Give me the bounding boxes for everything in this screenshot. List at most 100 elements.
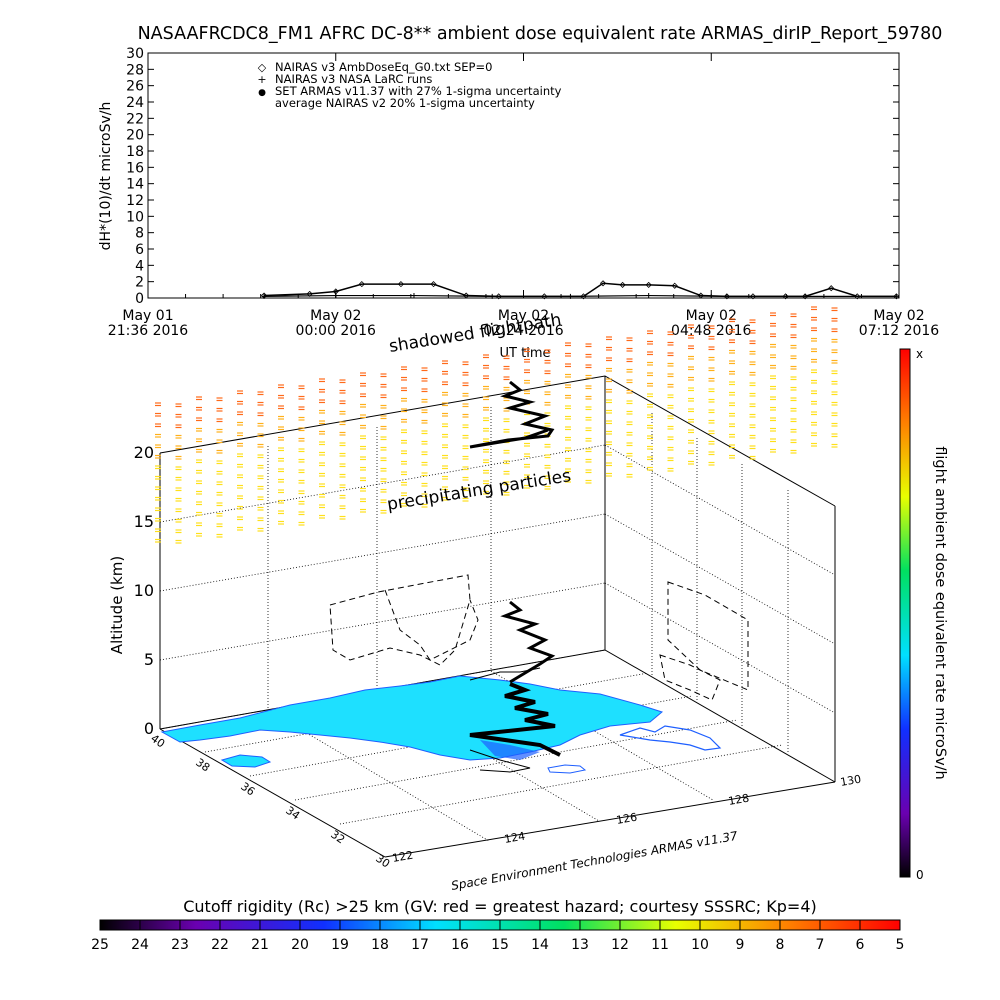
altitude-tick-label: 15 xyxy=(134,512,154,531)
top-x-tick-label-time: 02:24 2016 xyxy=(483,323,564,339)
series-larc-point xyxy=(646,293,652,299)
coast-south xyxy=(480,740,540,760)
top-x-tick-label-date: May 01 xyxy=(122,308,173,324)
top-legend: ◇ NAIRAS v3 AmbDoseEq_G0.txt SEP=0 + NAIRAS… xyxy=(257,60,561,110)
altitude-tick-label: 20 xyxy=(134,443,154,462)
longitude-tick-label: 126 xyxy=(615,811,638,827)
flight-path-mid xyxy=(500,600,556,684)
top-x-tick-label-date: May 02 xyxy=(498,308,549,324)
japan-land xyxy=(160,675,664,761)
bottom-colorbar-tick-label: 19 xyxy=(331,937,349,953)
longitude-tick-label: 124 xyxy=(503,830,526,846)
bottom-colorbar-tick-label: 11 xyxy=(651,937,669,953)
series-nairas-sep0-point xyxy=(802,293,809,300)
three-d-y-axis-label: Altitude (km) xyxy=(108,556,126,654)
top-y-tick-label: 4 xyxy=(135,258,144,274)
series-larc-point xyxy=(802,293,808,299)
legend-symbol: ● xyxy=(258,88,266,98)
longitude-ticks: 122 124 126 128 130 xyxy=(391,773,862,865)
bottom-colorbar-title: Cutoff rigidity (Rc) >25 km (GV: red = g… xyxy=(183,897,817,916)
legend-label: SET ARMAS v11.37 with 27% 1-sigma uncert… xyxy=(275,84,562,98)
bottom-colorbar-tick-label: 16 xyxy=(451,937,469,953)
series-nairas-sep0-point xyxy=(495,293,502,300)
bottom-colorbar-tick-label: 5 xyxy=(896,937,905,953)
longitude-tick-label: 122 xyxy=(391,849,414,865)
top-y-tick-label: 2 xyxy=(135,275,144,291)
latitude-tick-label: 30 xyxy=(373,852,392,871)
island-south xyxy=(547,764,587,774)
series-nairas-sep0-point xyxy=(697,292,704,299)
island-west xyxy=(220,754,272,768)
bottom-colorbar-tick-label: 18 xyxy=(371,937,389,953)
top-x-axis-label: UT time xyxy=(500,346,551,361)
series-larc-point xyxy=(333,293,339,299)
top-y-tick-label: 20 xyxy=(126,128,144,144)
bottom-colorbar-tick-label: 23 xyxy=(171,937,189,953)
top-y-tick-label: 12 xyxy=(126,193,144,209)
legend-label: average NAIRAS v2 20% 1-sigma uncertaint… xyxy=(275,96,535,110)
right-colorbar-bottom-label: 0 xyxy=(916,868,924,882)
top-y-tick-label: 24 xyxy=(126,95,144,111)
top-x-tick-label-date: May 02 xyxy=(873,308,924,324)
top-chart-title: NASAAFRCDC8_FM1 AFRC DC-8** ambient dose… xyxy=(138,24,943,44)
legend-symbol: + xyxy=(257,73,266,86)
top-x-tick-label-time: 21:36 2016 xyxy=(108,323,189,339)
coast-east xyxy=(619,725,722,751)
series-nairas-sep0-point xyxy=(749,293,757,300)
bottom-colorbar-ticks: 25 24 23 22 21 20 19 18 17 16 15 14 13 12 11 10 9 8 7 6 5 xyxy=(91,920,904,953)
bottom-colorbar-tick-label: 9 xyxy=(736,937,745,953)
box-edges xyxy=(159,375,836,858)
altitude-ticks: 0 5 10 15 20 xyxy=(134,443,154,738)
legend-label: NAIRAS v3 NASA LaRC runs xyxy=(275,72,432,86)
series-nairas-sep0-point xyxy=(671,282,678,289)
bottom-colorbar-tick-label: 24 xyxy=(131,937,149,953)
series-nairas-sep0-point xyxy=(782,293,789,300)
series-nairas-sep0-point xyxy=(358,281,365,288)
bottom-colorbar-tick-label: 6 xyxy=(856,937,865,953)
latitude-tick-label: 38 xyxy=(193,756,212,775)
top-y-tick-label: 30 xyxy=(126,46,144,62)
shadow-outlines xyxy=(329,574,749,701)
series-nairas-sep0-point xyxy=(828,285,835,292)
series-nairas-sep0-line xyxy=(264,282,897,298)
top-x-tick-label-time: 07:12 2016 xyxy=(859,323,940,339)
series-larc-point xyxy=(411,293,417,299)
bottom-colorbar-tick-label: 17 xyxy=(411,937,429,953)
bottom-colorbar-tick-label: 25 xyxy=(91,937,109,953)
map-land xyxy=(160,675,722,774)
series-larc-point xyxy=(724,293,730,299)
longitude-tick-label: 130 xyxy=(839,773,862,789)
bottom-colorbar-tick-label: 8 xyxy=(776,937,785,953)
top-y-tick-label: 6 xyxy=(135,242,144,258)
top-x-tick-label-time: 00:00 2016 xyxy=(296,323,377,339)
series-nairas-sep0-point xyxy=(619,281,626,288)
series-nairas-sep0-point xyxy=(854,293,861,300)
bottom-colorbar-tick-label: 14 xyxy=(531,937,549,953)
series-nairas-sep0-point xyxy=(463,292,470,299)
top-y-tick-label: 26 xyxy=(126,79,144,95)
series-nairas-sep0-point xyxy=(430,281,437,288)
top-y-tick-label: 28 xyxy=(126,62,144,78)
bottom-colorbar-tick-label: 22 xyxy=(211,937,229,953)
right-colorbar-top-label: x xyxy=(916,347,923,361)
top-series xyxy=(260,280,900,300)
altitude-tick-label: 5 xyxy=(144,650,154,669)
bottom-colorbar-tick-label: 15 xyxy=(491,937,509,953)
top-y-tick-label: 8 xyxy=(135,226,144,242)
right-colorbar xyxy=(899,348,911,878)
right-wall-grid xyxy=(604,413,836,754)
altitude-tick-label: 0 xyxy=(144,719,154,738)
series-nairas-sep0-point xyxy=(645,281,652,288)
top-y-tick-label: 18 xyxy=(126,144,144,160)
top-y-tick-label: 14 xyxy=(126,177,144,193)
series-larc-point xyxy=(893,293,899,299)
bottom-colorbar-tick-label: 12 xyxy=(611,937,629,953)
series-nairas-sep0-point xyxy=(599,280,607,287)
latitude-tick-label: 34 xyxy=(283,804,302,823)
precipitating-particles xyxy=(155,306,838,544)
label-credit: Space Environment Technologies ARMAS v11… xyxy=(450,829,739,893)
